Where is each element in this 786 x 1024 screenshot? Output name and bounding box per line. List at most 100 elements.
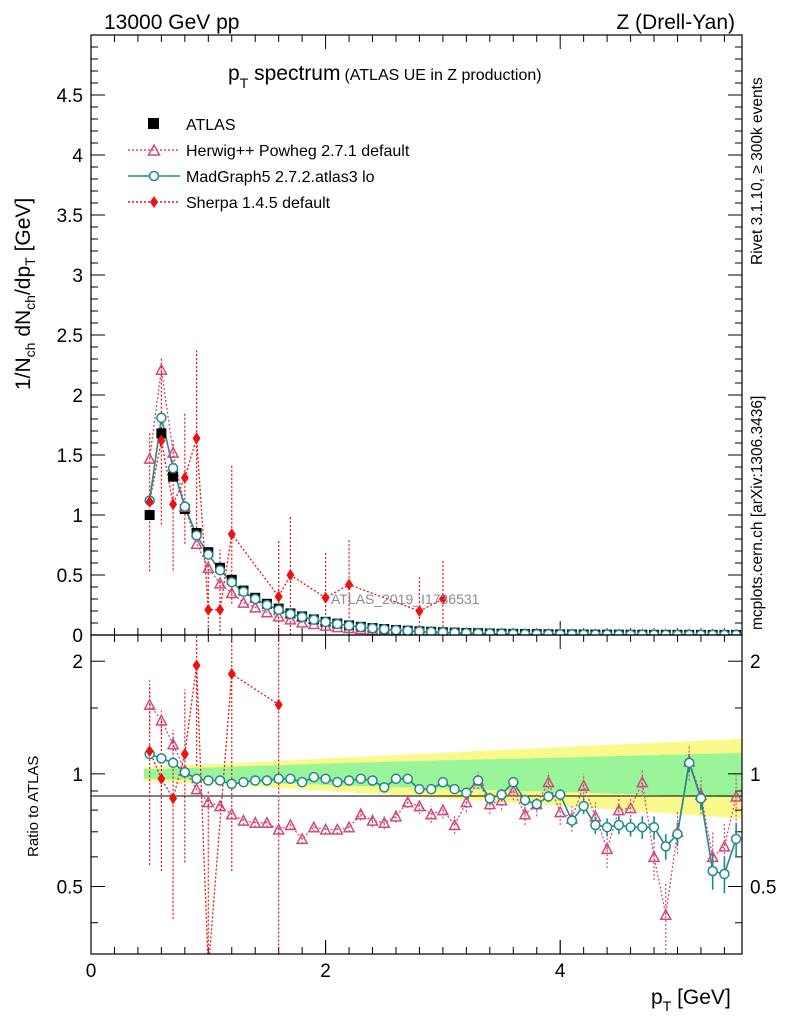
main-ytick-label: 1.5 (57, 446, 83, 467)
ratio-herwig-point (272, 822, 285, 835)
legend-label-madgraph: MadGraph5 2.7.2.atlas3 lo (186, 169, 375, 186)
herwig-point (272, 609, 285, 622)
sherpa-point (216, 603, 225, 616)
atlas-point (144, 510, 155, 520)
ratio-herwig-point (202, 795, 215, 808)
ratio-ytick-label-right: 0.5 (750, 877, 776, 898)
ratio-madgraph-point (203, 775, 214, 786)
main-ylabel: 1/Nch dNch/dpT [GeV] (12, 198, 38, 390)
sherpa-point (145, 495, 154, 508)
sherpa-point (192, 432, 201, 445)
ratio-madgraph-point (285, 773, 296, 785)
madgraph-point (437, 627, 449, 635)
ratio-herwig-point (366, 813, 379, 826)
ratio-madgraph-point (355, 773, 367, 785)
ratio-herwig-point (389, 809, 403, 822)
herwig-point (143, 451, 156, 464)
herwig-point (202, 561, 215, 574)
ratio-herwig-point (460, 795, 473, 808)
ratio-sherpa-point (192, 659, 201, 672)
x-tick-label: 0 (86, 961, 97, 982)
herwig-point (295, 615, 309, 628)
ratio-madgraph-point (496, 789, 507, 800)
ratio-herwig-point (436, 803, 450, 816)
ratio-herwig-point (600, 842, 614, 855)
ratio-herwig-point (225, 807, 238, 820)
herwig-point (166, 445, 180, 458)
madgraph-point (519, 628, 531, 635)
madgraph-point (238, 586, 249, 598)
main-ytick-label: 3.5 (57, 206, 83, 227)
legend-entry-madgraph: MadGraph5 2.7.2.atlas3 lo (128, 169, 375, 186)
ratio-madgraph-point (437, 776, 449, 788)
ratio-herwig-point (401, 795, 414, 808)
x-tick-label: 2 (320, 961, 331, 982)
madgraph-point (390, 624, 402, 635)
main-ytick-label: 0 (72, 626, 83, 647)
ratio-herwig-point (213, 799, 227, 812)
legend-entry-sherpa: Sherpa 1.4.5 default (128, 195, 331, 212)
ratio-madgraph-point (566, 815, 578, 826)
ratio-herwig-point (342, 820, 356, 833)
ratio-ytick-label-right: 2 (750, 652, 761, 673)
ratio-sherpa-point (274, 698, 283, 711)
madgraph-point (472, 628, 484, 635)
herwig-point (225, 586, 238, 599)
sherpa-point (227, 528, 236, 541)
ratio-madgraph-point (249, 775, 261, 786)
sherpa-point (169, 498, 178, 511)
madgraph-point (378, 623, 390, 635)
header-right: Z (Drell-Yan) (616, 11, 735, 34)
ratio-sherpa-line (149, 665, 280, 954)
ratio-herwig-point (495, 793, 508, 806)
ratio-ytick-label: 0.5 (57, 877, 83, 898)
ratio-herwig-point (624, 801, 637, 814)
ratio-madgraph-point (531, 798, 542, 810)
ratio-madgraph-point (156, 753, 167, 764)
ratio-madgraph-point (613, 819, 625, 831)
ratio-herwig-point (718, 839, 731, 852)
sherpa-line (148, 438, 444, 612)
legend: ATLAS Herwig++ Powheg 2.7.1 default MadG… (128, 117, 410, 212)
ratio-band-inner (143, 753, 742, 798)
ratio-herwig-point (354, 807, 368, 820)
ratio-madgraph-point (695, 793, 707, 804)
main-title-p: p (228, 62, 240, 85)
ratio-ytick-label-right: 1 (750, 765, 761, 786)
ratio-ylabel: Ratio to ATLAS (25, 756, 42, 857)
ratio-madgraph-point (390, 773, 402, 785)
madgraph-point (496, 628, 507, 635)
ratio-herwig-point (284, 818, 297, 831)
ratio-ytick-label: 1 (72, 765, 83, 786)
ratio-herwig-point (577, 779, 590, 791)
ratio-sherpa-point (227, 667, 236, 680)
herwig-point (213, 576, 227, 589)
madgraph-point (167, 462, 179, 474)
ratio-panel-frame (90, 634, 743, 955)
ratio-madgraph-point (449, 783, 460, 795)
ratio-herwig-point (542, 775, 555, 788)
ratio-herwig-point (155, 713, 168, 726)
madgraph-point (285, 608, 296, 620)
madgraph-point (531, 628, 542, 635)
main-ytick-label: 2.5 (57, 326, 83, 347)
ratio-herwig-point (612, 803, 626, 816)
madgraph-point (343, 620, 355, 631)
madgraph-point (156, 412, 167, 424)
ratio-madgraph-point (273, 773, 284, 785)
sherpa-point (415, 605, 424, 617)
ratio-herwig-point (331, 822, 344, 835)
legend-label-atlas: ATLAS (186, 117, 236, 134)
ratio-madgraph-point (554, 789, 566, 800)
madgraph-point (179, 501, 191, 512)
main-ytick-label: 0.5 (57, 566, 83, 587)
sherpa-point (286, 569, 295, 581)
madgraph-point (226, 576, 238, 588)
main-title-sub: T (240, 75, 249, 91)
ratio-madgraph-point (519, 795, 531, 806)
herwig-point (237, 595, 250, 608)
ratio-herwig-point (553, 805, 567, 818)
madgraph-point (461, 627, 472, 635)
ratio-madgraph-point (707, 865, 718, 877)
ratio-sherpa-point (204, 963, 212, 975)
